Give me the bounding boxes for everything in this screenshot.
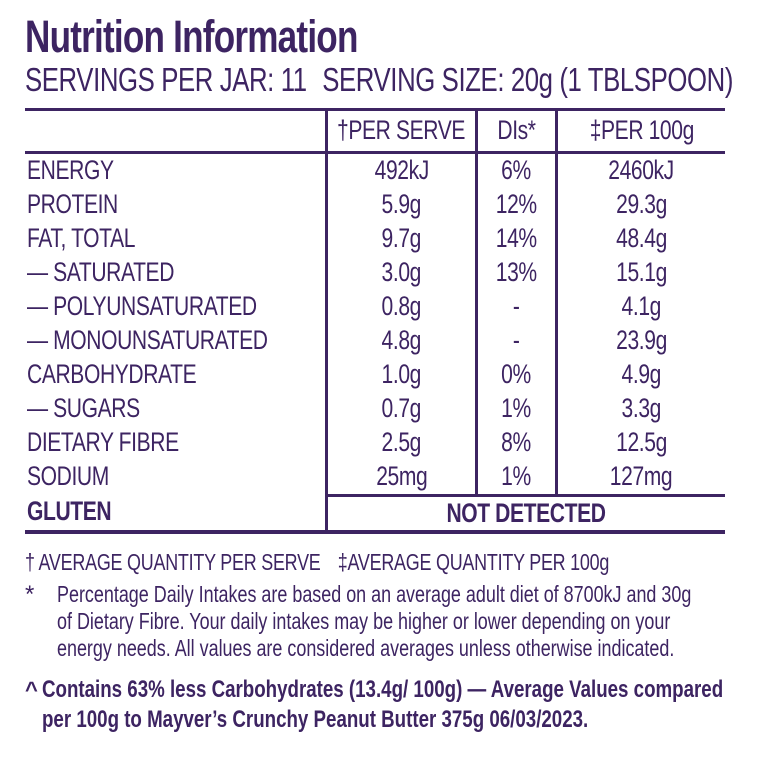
table-row-polyunsaturated: — POLYUNSATURATED 0.8g - 4.1g bbox=[25, 289, 725, 324]
row-per-serve: 0.8g bbox=[381, 291, 422, 322]
serving-size: SERVING SIZE: 20g (1 TBLSPOON) bbox=[322, 61, 734, 98]
row-label: FAT, TOTAL bbox=[27, 223, 136, 254]
servings-per-jar: SERVINGS PER JAR: 11 bbox=[25, 61, 307, 98]
caret-marker: ^ bbox=[25, 676, 38, 702]
row-per-serve: 1.0g bbox=[381, 359, 422, 390]
row-per-serve: 0.7g bbox=[381, 393, 422, 424]
row-label: — MONOUNSATURATED bbox=[27, 325, 268, 356]
row-per-100g: 29.3g bbox=[616, 189, 667, 220]
row-label: DIETARY FIBRE bbox=[27, 427, 179, 458]
row-di: 1% bbox=[501, 393, 532, 424]
row-per-serve: 5.9g bbox=[381, 189, 422, 220]
table-row-protein: PROTEIN 5.9g 12% 29.3g bbox=[25, 187, 725, 222]
table-row-saturated: — SATURATED 3.0g 13% 15.1g bbox=[25, 255, 725, 290]
caret-line-2: per 100g to Mayver’s Crunchy Peanut Butt… bbox=[42, 705, 589, 733]
row-label: CARBOHYDRATE bbox=[27, 359, 197, 390]
header-per-100g: ‡PER 100g bbox=[555, 110, 725, 151]
nutrition-label: Nutrition Information SERVINGS PER JAR: … bbox=[0, 14, 780, 784]
caret-line-1: Contains 63% less Carbohydrates (13.4g/ … bbox=[42, 675, 724, 703]
row-per-100g: 4.1g bbox=[621, 291, 662, 322]
row-per-100g: 4.9g bbox=[621, 359, 662, 390]
row-label: — SATURATED bbox=[27, 257, 175, 288]
row-per-100g: 127mg bbox=[610, 461, 673, 492]
footnote-daggers: † AVERAGE QUANTITY PER SERVE ‡AVERAGE QUA… bbox=[25, 549, 780, 576]
row-label: — SUGARS bbox=[27, 393, 140, 424]
row-per-100g: 15.1g bbox=[616, 257, 667, 288]
row-per-serve: 2.5g bbox=[381, 427, 422, 458]
row-per-serve: 9.7g bbox=[381, 223, 422, 254]
title-block: Nutrition Information bbox=[25, 14, 780, 59]
row-label: — POLYUNSATURATED bbox=[27, 291, 257, 322]
table-row-sodium: SODIUM 25mg 1% 127mg bbox=[25, 459, 725, 494]
row-di: - bbox=[513, 325, 520, 356]
row-label: PROTEIN bbox=[27, 189, 118, 220]
footnote-caret: ^ Contains 63% less Carbohydrates (13.4g… bbox=[25, 675, 780, 735]
row-di: 8% bbox=[501, 427, 532, 458]
header-per-serve: †PER SERVE bbox=[325, 110, 475, 151]
header-daily-intake: DIs* bbox=[475, 110, 555, 151]
row-per-100g: 12.5g bbox=[616, 427, 667, 458]
row-di: 6% bbox=[501, 155, 532, 186]
table-row-energy: ENERGY 492kJ 6% 2460kJ bbox=[25, 153, 725, 188]
dagger-note: † AVERAGE QUANTITY PER SERVE bbox=[25, 548, 321, 575]
nutrition-table: †PER SERVE DIs* ‡PER 100g ENERGY 492kJ 6… bbox=[25, 107, 725, 534]
asterisk-line-3: energy needs. All values are considered … bbox=[57, 634, 675, 661]
page-title: Nutrition Information bbox=[25, 11, 358, 62]
row-di: - bbox=[513, 291, 520, 322]
footnote-asterisk: * Percentage Daily Intakes are based on … bbox=[25, 581, 780, 662]
row-label: ENERGY bbox=[27, 155, 114, 186]
double-dagger-note: ‡AVERAGE QUANTITY PER 100g bbox=[337, 548, 610, 575]
asterisk-marker: * bbox=[25, 580, 35, 608]
table-row-fat-total: FAT, TOTAL 9.7g 14% 48.4g bbox=[25, 221, 725, 256]
row-label: SODIUM bbox=[27, 461, 109, 492]
table-row-dietary-fibre: DIETARY FIBRE 2.5g 8% 12.5g bbox=[25, 425, 725, 460]
row-per-100g: 3.3g bbox=[621, 393, 662, 424]
row-di: 0% bbox=[501, 359, 532, 390]
row-di: 14% bbox=[495, 223, 537, 254]
gluten-label: GLUTEN bbox=[27, 496, 112, 527]
row-per-serve: 4.8g bbox=[381, 325, 422, 356]
asterisk-line-1: Percentage Daily Intakes are based on an… bbox=[57, 580, 692, 607]
table-header-row: †PER SERVE DIs* ‡PER 100g bbox=[25, 110, 725, 154]
row-per-serve: 25mg bbox=[375, 461, 428, 492]
row-per-serve: 3.0g bbox=[381, 257, 422, 288]
row-per-100g: 48.4g bbox=[616, 223, 667, 254]
row-di: 12% bbox=[495, 189, 537, 220]
serving-info: SERVINGS PER JAR: 11 SERVING SIZE: 20g (1… bbox=[25, 61, 780, 98]
row-per-100g: 2460kJ bbox=[608, 155, 675, 186]
asterisk-line-2: of Dietary Fibre. Your daily intakes may… bbox=[57, 607, 671, 634]
row-per-100g: 23.9g bbox=[616, 325, 667, 356]
row-di: 13% bbox=[495, 257, 537, 288]
table-row-sugars: — SUGARS 0.7g 1% 3.3g bbox=[25, 391, 725, 426]
table-row-carbohydrate: CARBOHYDRATE 1.0g 0% 4.9g bbox=[25, 357, 725, 392]
row-per-serve: 492kJ bbox=[374, 155, 429, 186]
table-row-monounsaturated: — MONOUNSATURATED 4.8g - 23.9g bbox=[25, 323, 725, 358]
table-row-gluten: GLUTEN NOT DETECTED bbox=[25, 493, 725, 530]
row-di: 1% bbox=[501, 461, 532, 492]
gluten-value: NOT DETECTED bbox=[446, 497, 607, 528]
